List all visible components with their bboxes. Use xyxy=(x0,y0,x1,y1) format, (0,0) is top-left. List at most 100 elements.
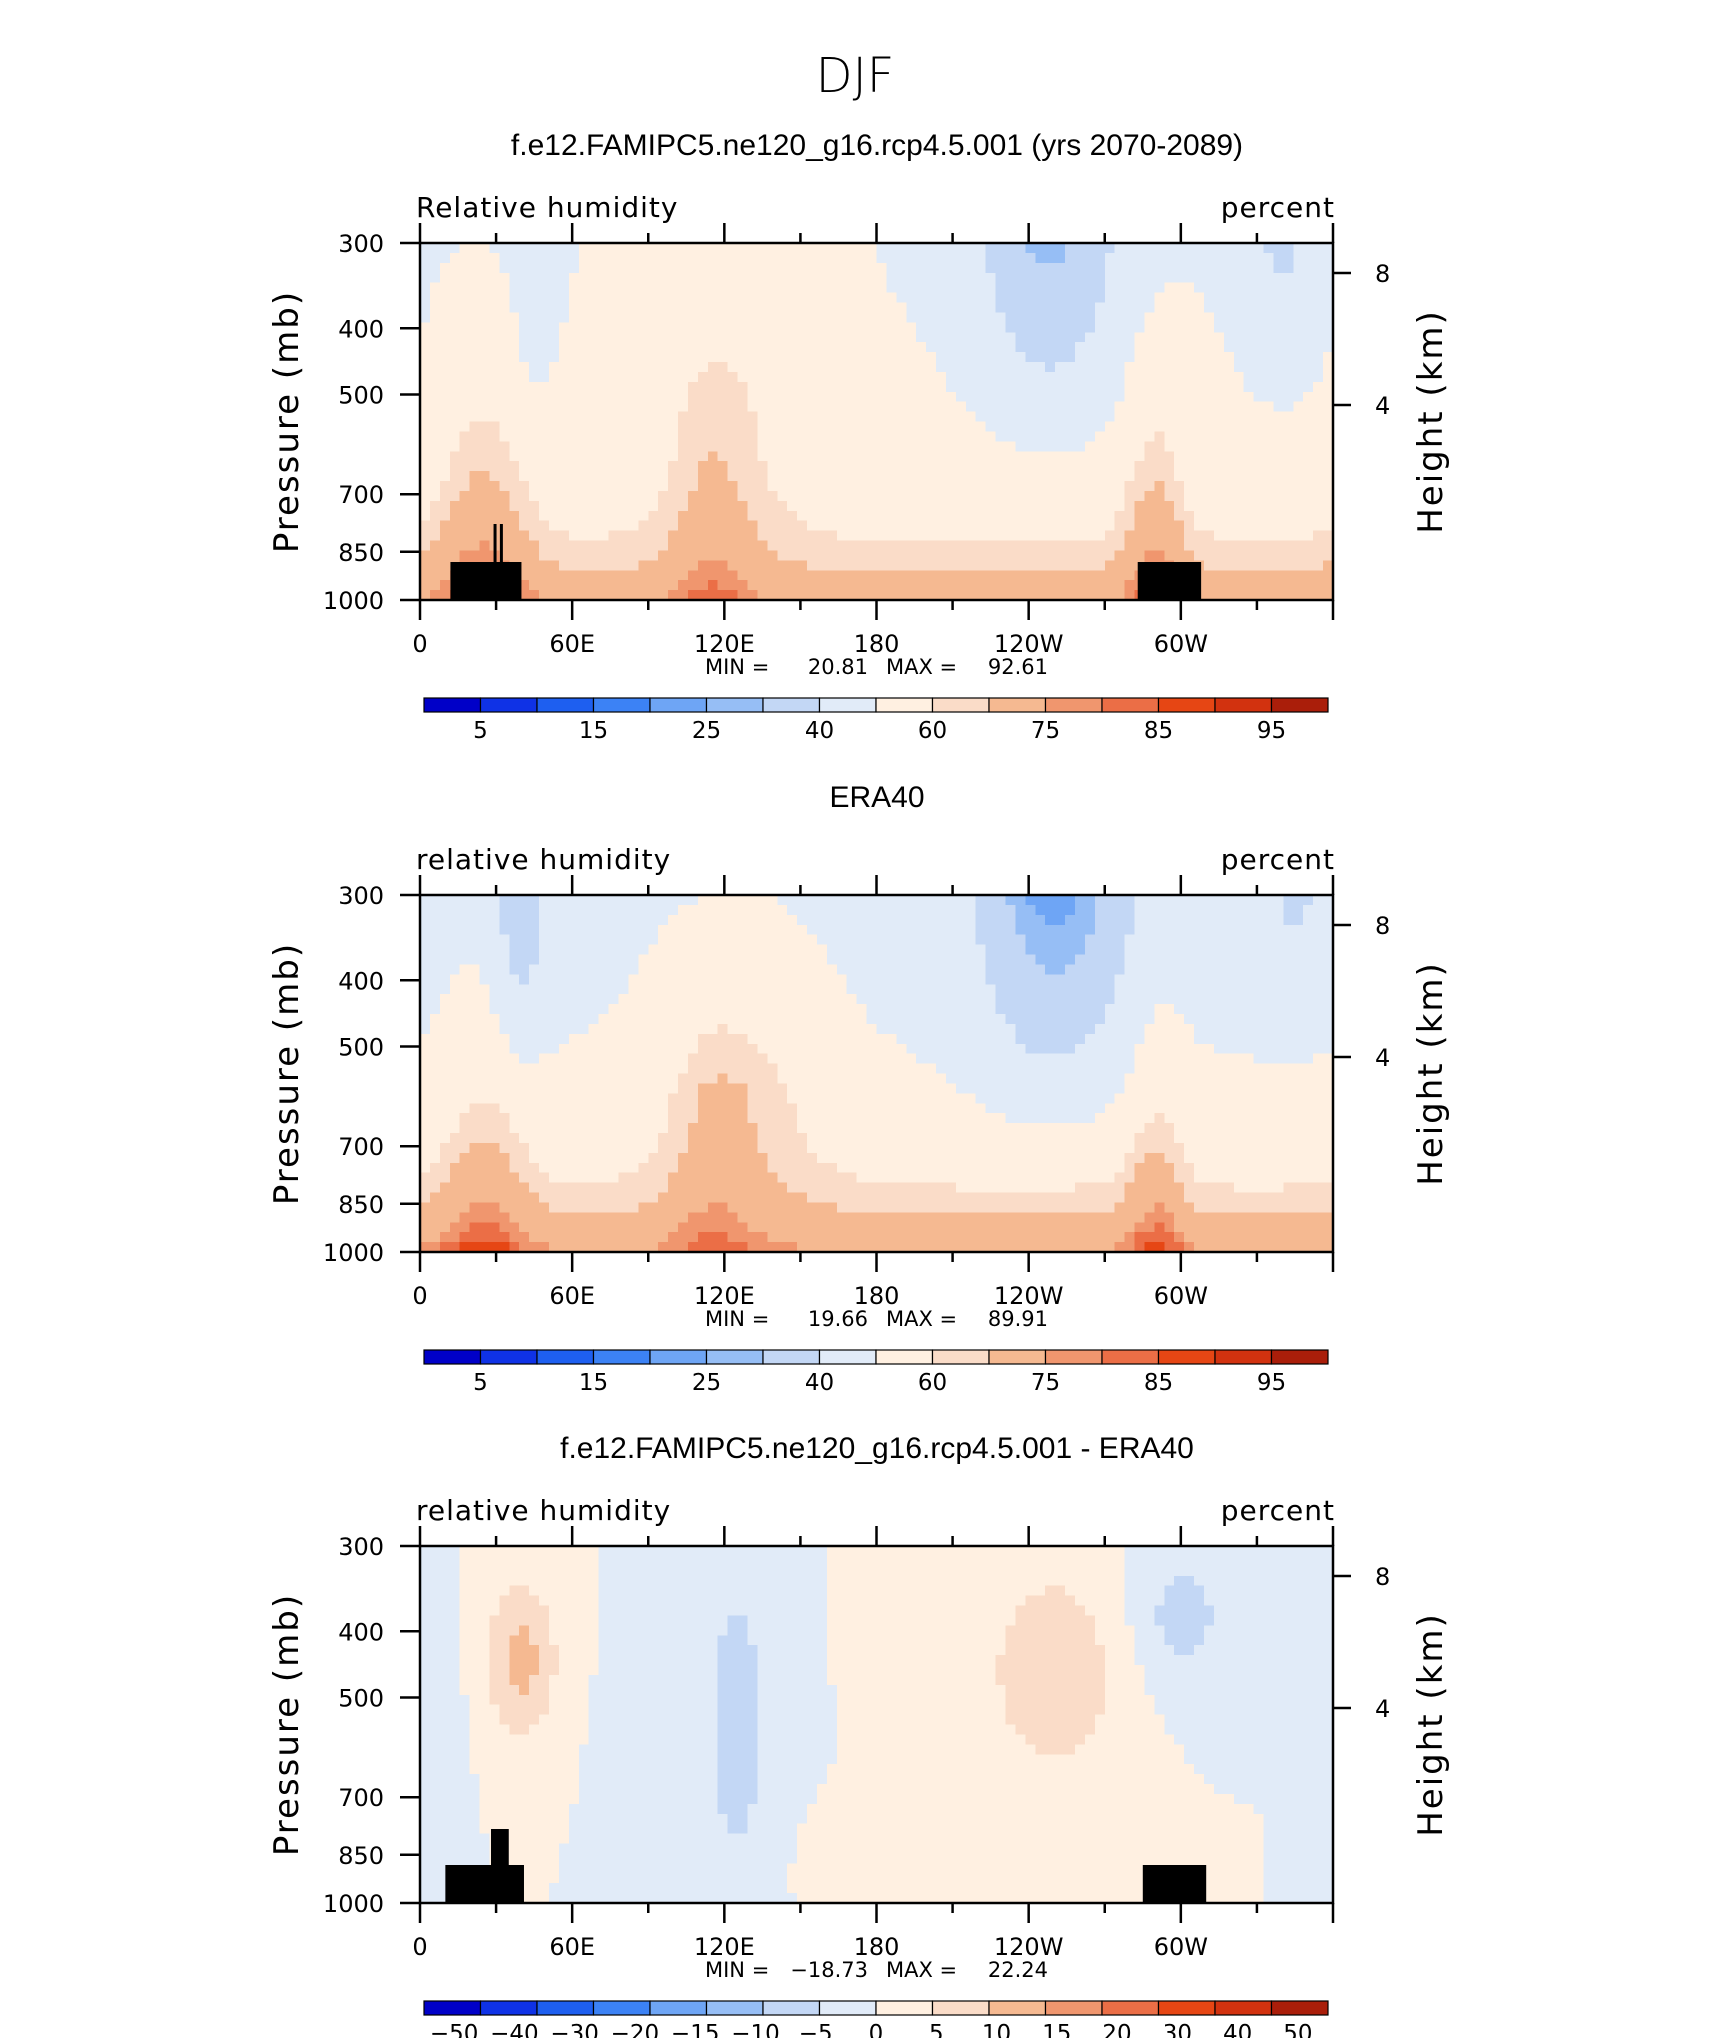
contour-cell xyxy=(826,944,838,956)
contour-cell xyxy=(1104,994,1116,1005)
contour-cell xyxy=(707,994,719,1005)
contour-cell xyxy=(638,282,649,294)
contour-cell xyxy=(598,312,610,323)
contour-cell xyxy=(1303,282,1314,294)
contour-cell xyxy=(985,1053,997,1065)
contour-cell xyxy=(697,560,709,571)
contour-cell xyxy=(866,924,878,936)
contour-cell xyxy=(1253,1004,1265,1015)
contour-cell xyxy=(826,904,838,916)
contour-cell xyxy=(568,895,580,906)
contour-cell xyxy=(965,510,977,522)
contour-cell xyxy=(1144,924,1155,936)
contour-cell xyxy=(1124,580,1136,591)
contour-cell xyxy=(697,332,709,343)
contour-cell xyxy=(509,540,520,552)
contour-cell xyxy=(1273,1004,1284,1015)
contour-cell xyxy=(955,550,967,561)
contour-cell xyxy=(420,550,431,561)
contour-cell xyxy=(479,342,491,353)
contour-cell xyxy=(1194,904,1205,916)
contour-cell xyxy=(578,895,590,906)
contour-cell xyxy=(608,441,620,452)
contour-cell xyxy=(777,895,788,906)
contour-cell xyxy=(568,342,580,353)
contour-cell xyxy=(1154,441,1165,452)
contour-cell xyxy=(1154,421,1165,433)
contour-cell xyxy=(985,401,997,413)
contour-cell xyxy=(846,904,858,916)
contour-cell xyxy=(1025,944,1036,956)
contour-cell xyxy=(529,530,540,542)
contour-cell xyxy=(439,371,451,383)
contour-cell xyxy=(578,342,590,353)
contour-cell xyxy=(519,914,530,926)
contour-cell xyxy=(856,510,868,522)
contour-cell xyxy=(926,471,937,482)
contour-cell xyxy=(429,312,441,323)
contour-cell xyxy=(876,352,888,363)
contour-cell xyxy=(479,1043,491,1055)
contour-cell xyxy=(1184,302,1195,314)
contour-cell xyxy=(936,461,947,472)
contour-cell xyxy=(1263,302,1275,314)
contour-cell xyxy=(767,381,778,393)
contour-cell xyxy=(1303,332,1314,343)
contour-cell xyxy=(896,471,907,482)
contour-cell xyxy=(509,421,520,433)
variable-label: relative humidity xyxy=(416,843,671,876)
contour-cell xyxy=(757,411,768,423)
contour-cell xyxy=(499,252,510,264)
contour-cell xyxy=(1323,431,1334,442)
contour-cell xyxy=(479,944,491,956)
contour-cell xyxy=(945,944,957,956)
contour-cell xyxy=(975,391,987,403)
contour-cell xyxy=(1323,500,1334,512)
contour-cell xyxy=(588,560,600,571)
contour-cell xyxy=(807,500,818,512)
contour-cell xyxy=(499,904,510,916)
contour-cell xyxy=(737,252,749,264)
contour-cell xyxy=(608,431,620,442)
contour-cell xyxy=(936,282,947,294)
contour-cell xyxy=(886,530,897,542)
contour-cell xyxy=(1045,1014,1056,1025)
contour-cell xyxy=(469,282,481,294)
contour-cell xyxy=(836,431,848,442)
contour-cell xyxy=(965,895,977,906)
contour-cell xyxy=(1015,451,1026,462)
contour-cell xyxy=(906,243,917,254)
contour-cell xyxy=(1134,332,1146,343)
contour-cell xyxy=(519,904,530,916)
contour-cell xyxy=(1154,1033,1165,1045)
contour-cell xyxy=(767,332,778,343)
contour-cell xyxy=(787,560,798,571)
contour-cell xyxy=(1134,540,1146,552)
contour-cell xyxy=(1293,332,1304,343)
contour-cell xyxy=(420,441,431,452)
contour-cell xyxy=(866,481,878,492)
contour-cell xyxy=(439,431,451,442)
contour-cell xyxy=(578,1014,590,1025)
contour-cell xyxy=(1323,332,1334,343)
contour-cell xyxy=(965,944,977,956)
contour-cell xyxy=(1164,421,1175,433)
contour-cell xyxy=(1065,401,1076,413)
contour-cell xyxy=(618,362,629,373)
contour-cell xyxy=(906,540,917,552)
contour-cell xyxy=(420,471,431,482)
contour-cell xyxy=(816,262,828,274)
contour-cell xyxy=(1045,550,1056,561)
contour-cell xyxy=(697,904,709,916)
contour-cell xyxy=(568,441,580,452)
contour-cell xyxy=(1273,352,1284,363)
contour-cell xyxy=(1184,1033,1195,1045)
contour-cell xyxy=(945,1033,957,1045)
contour-cell xyxy=(1065,500,1076,512)
contour-cell xyxy=(876,451,888,462)
contour-cell xyxy=(886,461,897,472)
contour-cell xyxy=(707,540,719,552)
contour-cell xyxy=(816,421,828,433)
contour-cell xyxy=(529,954,540,966)
contour-cell xyxy=(479,530,491,542)
